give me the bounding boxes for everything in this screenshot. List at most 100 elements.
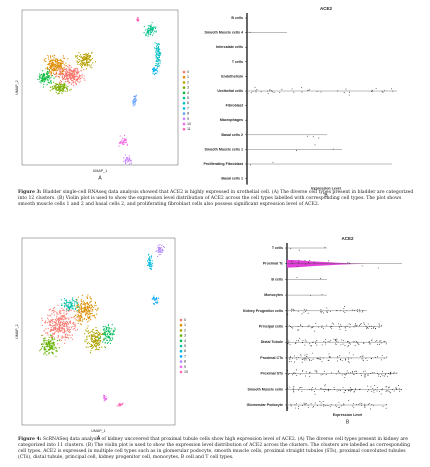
cell-point [392,373,394,375]
cell-point [81,320,83,322]
cell-point [320,388,322,390]
cell-point [310,345,312,346]
cell-point [159,65,161,67]
cell-point [58,324,61,326]
cell-point [71,80,73,82]
cell-point [55,350,57,352]
cell-point [360,374,362,376]
cell-point [83,300,85,302]
category-label: Basal cells 2 [221,133,243,137]
panel-label: B [324,193,328,199]
cell-point [119,402,121,404]
cell-point [51,347,54,350]
cell-point [61,315,63,317]
cell-point [158,246,161,248]
cell-point [93,316,95,318]
cell-point [89,352,92,354]
cell-point [62,90,64,93]
cell-point [63,57,66,59]
cell-point [74,77,76,79]
cell-point [339,328,341,330]
cell-point [378,323,380,325]
caption-3: Figure 3: Bladder single-cell RNAseq dat… [18,190,414,208]
cell-point [56,347,58,349]
cell-point [94,344,96,346]
cell-point [159,250,161,252]
cell-point [47,332,49,334]
cell-point [157,54,159,57]
cell-point [39,350,41,352]
cell-point [47,349,50,351]
legend-label: 4 [184,339,186,343]
cell-point [76,306,79,308]
cell-point [62,55,65,57]
cell-point [84,305,86,307]
category-label: T cells [272,246,283,250]
cell-point [76,67,78,69]
cell-point [108,329,110,331]
cell-point [296,150,298,151]
cell-point [63,323,66,325]
cell-point [370,325,372,327]
cell-point [83,318,85,320]
category-label: Intercalate cells [216,45,243,49]
cell-point [107,324,110,326]
cell-point [54,318,56,321]
cell-point [49,346,51,349]
cell-point [337,371,339,373]
cell-point [156,297,158,299]
cell-point [68,66,70,68]
cell-point [44,322,47,324]
cell-point [62,331,64,334]
cell-point [305,358,307,359]
cell-point [344,344,346,346]
cell-point [157,63,159,65]
cell-point [134,96,136,98]
plot-frame [21,9,179,166]
cell-point [50,59,52,61]
cell-point [90,64,92,66]
cell-point [353,407,355,409]
cell-point [47,343,49,345]
cell-point [152,29,154,31]
cell-point [74,323,76,325]
cell-point [55,64,58,67]
cell-point [63,82,65,84]
cell-point [89,301,91,303]
cell-point [58,92,60,95]
cell-point [86,56,88,58]
cell-point [343,373,345,375]
cell-point [59,74,61,76]
cell-point [105,335,107,338]
cell-point [94,337,96,340]
cell-point [301,326,303,328]
cell-point [123,143,125,146]
cell-point [160,54,162,56]
cell-point [296,369,298,371]
cell-point [61,92,63,94]
cell-point [305,359,307,361]
cell-point [64,318,67,320]
cell-point [379,376,381,377]
cell-point [65,311,67,313]
cell-point [99,339,101,342]
cell-point [71,302,73,304]
cell-point [310,403,312,405]
cell-point [54,310,56,312]
cell-point [355,325,357,327]
cell-point [70,304,72,306]
cell-point [42,334,44,336]
legend-label: 8 [184,360,186,364]
cell-point [59,88,61,90]
cell-point [147,28,149,30]
cell-point [43,353,45,355]
cell-point [134,97,137,100]
cell-point [146,32,148,34]
cell-point [293,386,295,387]
cell-point [51,62,53,64]
cell-point [69,334,71,336]
cell-point [106,335,108,337]
cell-point [41,324,43,327]
cell-point [95,304,97,307]
cell-point [69,331,71,334]
